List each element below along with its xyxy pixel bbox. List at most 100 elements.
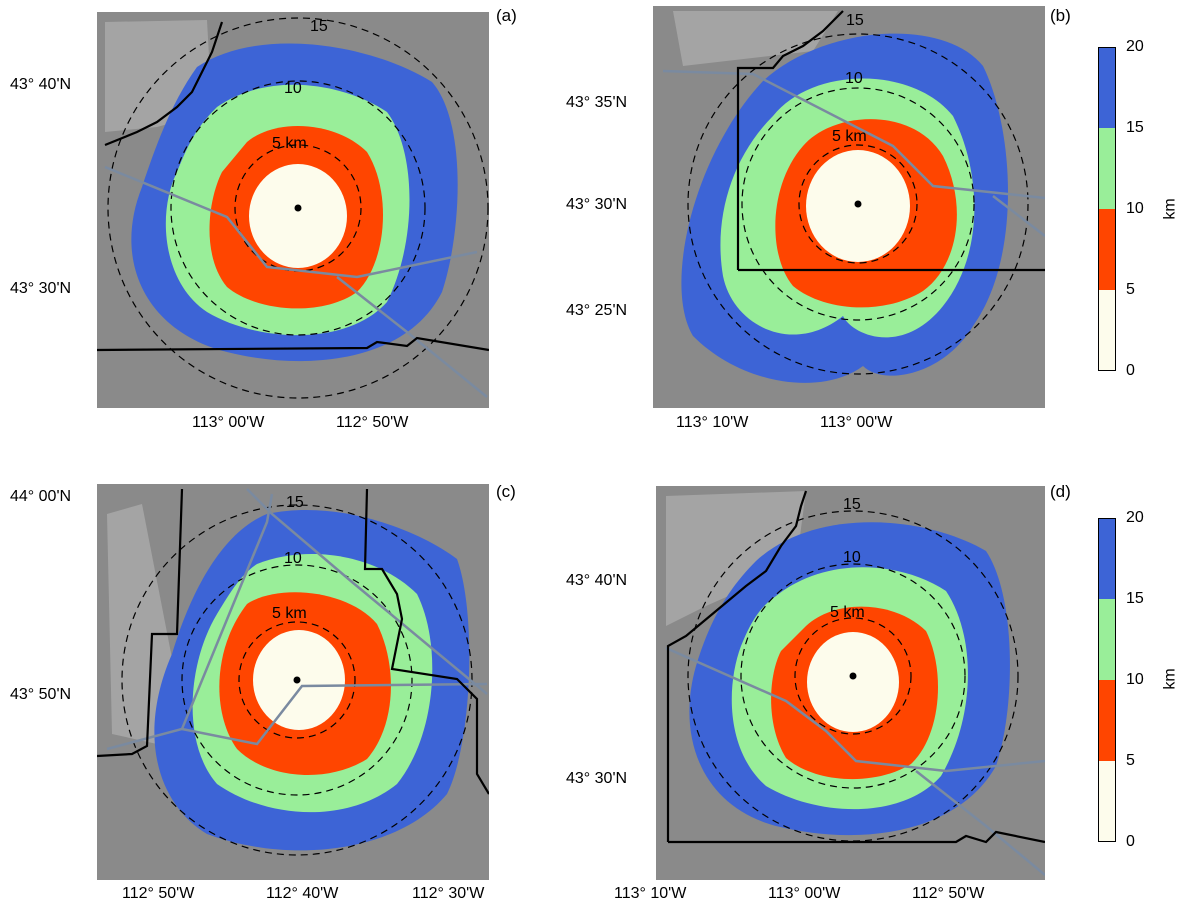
colorbar-tick: 10: [1126, 200, 1144, 217]
lon-label: 112° 50'W: [912, 885, 985, 902]
map-a-svg: [97, 12, 489, 408]
colorbar-tick: 15: [1126, 590, 1144, 607]
ring-10km: [741, 87, 975, 321]
lon-label: 113° 00'W: [768, 885, 841, 902]
mountain-relief: [666, 491, 806, 626]
road: [106, 493, 274, 751]
colorbar-band-15-20: [1098, 518, 1116, 599]
lon-label: 113° 00'W: [192, 414, 265, 431]
ring-label: 5 km: [272, 605, 307, 622]
lon-label: 113° 10'W: [614, 885, 687, 902]
road: [336, 276, 488, 398]
zone-0-5: [807, 632, 899, 732]
panel-letter: (b): [1050, 6, 1071, 25]
ring-10km: [170, 80, 426, 336]
colorbar-band-0-5: [1098, 290, 1116, 371]
colorbar-tick: 20: [1126, 38, 1144, 55]
panel-letter: (a): [496, 6, 517, 25]
road: [662, 69, 1045, 200]
lon-label: 112° 50'W: [336, 414, 409, 431]
colorbar-band-5-10: [1098, 209, 1116, 290]
lat-label: 43° 40'N: [566, 572, 628, 589]
road: [181, 682, 488, 746]
county-boundary: [363, 488, 489, 795]
colorbar-unit: km: [1161, 668, 1179, 690]
ring-15km: [687, 33, 1029, 375]
road: [665, 646, 1045, 773]
ring-5km: [798, 144, 918, 264]
colorbar-tick: 5: [1126, 752, 1135, 769]
road: [915, 770, 1045, 876]
colorbar-top: [1098, 47, 1116, 371]
colorbar-tick: 0: [1126, 833, 1135, 850]
ring-label: 5 km: [832, 128, 867, 145]
lon-label: 113° 10'W: [676, 414, 749, 431]
colorbar-band-0-5: [1098, 761, 1116, 842]
lat-label: 43° 35'N: [566, 94, 628, 111]
colorbar-frame: [1098, 518, 1116, 842]
ring-label: 10: [843, 549, 861, 566]
colorbar-bottom: [1098, 518, 1116, 842]
lat-label: 43° 50'N: [10, 686, 72, 703]
colorbar-band-15-20: [1098, 47, 1116, 128]
lon-label: 112° 50'W: [122, 885, 195, 902]
map-c-svg: [97, 484, 489, 880]
county-boundary: [666, 490, 808, 842]
colorbar-tick: 15: [1126, 119, 1144, 136]
lon-label: 112° 40'W: [266, 885, 339, 902]
mountain-relief: [107, 504, 177, 744]
panel-letter: (c): [496, 482, 516, 501]
county-boundary: [736, 10, 844, 270]
zone-0-5: [249, 164, 347, 268]
ring-10km: [740, 563, 966, 789]
lat-label: 43° 30'N: [10, 280, 72, 297]
epicenter-marker: [294, 204, 302, 212]
colorbar-band-10-15: [1098, 128, 1116, 209]
ring-label: 15: [846, 12, 864, 29]
map-c: [97, 484, 489, 880]
mountain-relief: [673, 11, 838, 66]
colorbar-band-10-15: [1098, 599, 1116, 680]
county-boundary: [97, 488, 184, 758]
road: [992, 195, 1045, 237]
map-a: [97, 12, 489, 408]
map-b: [653, 6, 1045, 408]
map-b-svg: [653, 6, 1045, 408]
ring-15km: [687, 510, 1019, 842]
colorbar-top-svg: [1098, 47, 1116, 371]
epicenter-marker: [293, 676, 301, 684]
ring-5km: [794, 617, 912, 735]
lon-label: 112° 30'W: [412, 885, 485, 902]
ring-label: 15: [310, 18, 328, 35]
lat-label: 43° 40'N: [10, 76, 72, 93]
ring-label: 15: [843, 496, 861, 513]
colorbar-unit: km: [1161, 198, 1179, 220]
ring-label: 5 km: [272, 135, 307, 152]
ring-label: 5 km: [830, 604, 865, 621]
ring-15km: [107, 17, 489, 399]
map-d-svg: [656, 486, 1045, 880]
ring-label: 10: [284, 80, 302, 97]
county-boundary: [668, 830, 1045, 844]
ring-label: 10: [284, 550, 302, 567]
colorbar-tick: 20: [1126, 509, 1144, 526]
ring-label: 10: [845, 70, 863, 87]
lat-label: 43° 30'N: [566, 770, 628, 787]
ring-5km: [238, 621, 356, 739]
lat-label: 43° 30'N: [566, 196, 628, 213]
road: [104, 165, 478, 279]
colorbar-bottom-svg: [1098, 518, 1116, 842]
road: [246, 488, 488, 695]
colorbar-band-5-10: [1098, 680, 1116, 761]
epicenter-marker: [849, 672, 857, 680]
county-boundary: [97, 336, 489, 352]
panel-letter: (d): [1050, 482, 1071, 501]
lat-label: 43° 25'N: [566, 302, 628, 319]
colorbar-tick: 10: [1126, 671, 1144, 688]
county-boundary: [104, 21, 224, 147]
ring-10km: [181, 564, 413, 796]
epicenter-marker: [854, 200, 862, 208]
ring-label: 15: [286, 494, 304, 511]
colorbar-tick: 0: [1126, 362, 1135, 379]
map-d: [656, 486, 1045, 880]
